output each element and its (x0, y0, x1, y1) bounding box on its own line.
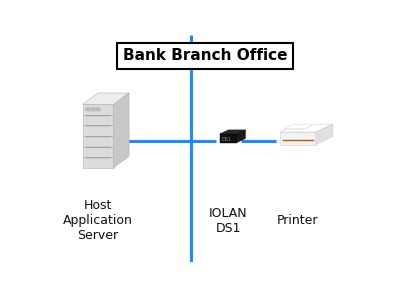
Polygon shape (114, 93, 129, 168)
Text: Host
Application
Server: Host Application Server (63, 199, 133, 243)
Polygon shape (82, 93, 129, 104)
Text: Bank Branch Office: Bank Branch Office (123, 48, 287, 63)
Polygon shape (82, 104, 114, 168)
Text: Printer: Printer (277, 214, 319, 228)
Polygon shape (220, 134, 237, 143)
Circle shape (91, 108, 95, 111)
Polygon shape (280, 132, 316, 145)
Polygon shape (316, 124, 333, 145)
Circle shape (86, 108, 90, 111)
Text: DS1: DS1 (222, 137, 232, 142)
Polygon shape (220, 130, 246, 134)
Polygon shape (285, 124, 313, 128)
Text: IOLAN
DS1: IOLAN DS1 (209, 207, 248, 235)
Polygon shape (220, 138, 246, 143)
Circle shape (96, 108, 100, 111)
Polygon shape (284, 125, 312, 129)
Polygon shape (237, 130, 246, 143)
Polygon shape (280, 124, 333, 132)
Polygon shape (283, 126, 312, 130)
